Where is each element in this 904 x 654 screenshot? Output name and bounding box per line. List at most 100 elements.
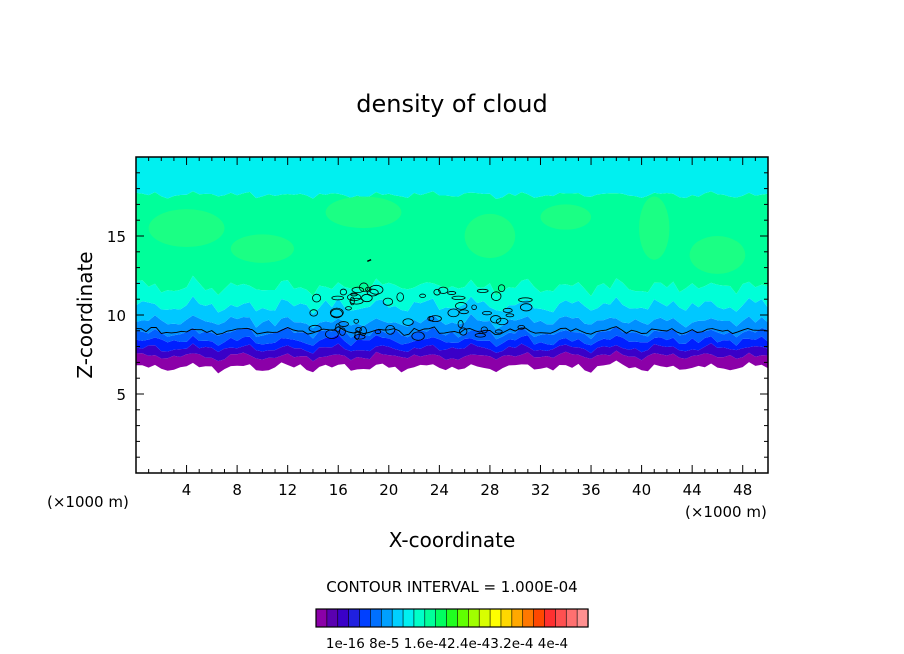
contour-loop bbox=[474, 333, 486, 338]
y-tick-label: 15 bbox=[107, 228, 126, 246]
contour-loop bbox=[359, 282, 369, 293]
contour-loop bbox=[309, 309, 318, 317]
x-tick-label: 48 bbox=[733, 481, 752, 499]
contour-loop bbox=[495, 317, 509, 326]
colorbar-swatch bbox=[370, 608, 382, 628]
contour-loop bbox=[329, 307, 344, 318]
colorbar-swatch bbox=[402, 608, 415, 628]
colorbar-swatch bbox=[576, 608, 589, 628]
contour-loop bbox=[330, 308, 343, 319]
colorbar-swatch bbox=[337, 608, 350, 628]
x-tick-label: 24 bbox=[430, 481, 449, 499]
contour-loop bbox=[502, 307, 513, 313]
x-tick-label: 44 bbox=[683, 481, 702, 499]
contour-loop bbox=[494, 329, 503, 334]
contour-loop bbox=[369, 284, 384, 295]
colorbar-swatch bbox=[391, 608, 404, 628]
contour-interval: CONTOUR INTERVAL = 1.000E-04 bbox=[326, 578, 577, 596]
contour-loop bbox=[505, 313, 515, 318]
density-band bbox=[136, 343, 768, 362]
contour-loop bbox=[459, 327, 468, 336]
contour-loop bbox=[476, 288, 489, 293]
x-unit-right: (×1000 m) bbox=[685, 503, 767, 521]
x-axis-ticks: 4 8 12 16 20 24 28 32 36 40 44 48 bbox=[148, 157, 756, 499]
contour-loop bbox=[312, 293, 322, 303]
colorbar bbox=[315, 608, 589, 628]
contour-loop bbox=[490, 291, 502, 301]
colorbar-swatch bbox=[326, 608, 339, 628]
contour-loop bbox=[419, 293, 426, 298]
colorbar-swatch bbox=[555, 608, 567, 628]
contour-loop bbox=[411, 331, 425, 341]
colorbar-swatch bbox=[522, 608, 535, 628]
contour-loop bbox=[353, 318, 359, 324]
contour-loop bbox=[427, 315, 435, 322]
contour-loop bbox=[366, 288, 379, 297]
y-axis-label: Z-coordinate bbox=[73, 251, 97, 378]
colorbar-labels: 1e-16 8e-5 1.6e-42.4e-43.2e-4 4e-4 bbox=[326, 636, 568, 652]
colorbar-swatch bbox=[565, 608, 578, 628]
contour-loop bbox=[351, 286, 365, 294]
colorbar-swatch bbox=[511, 608, 524, 628]
contour-loop bbox=[518, 297, 533, 303]
x-tick-label: 16 bbox=[329, 481, 348, 499]
x-tick-label: 4 bbox=[182, 481, 192, 499]
contour-loop bbox=[428, 315, 442, 323]
density-patch bbox=[325, 196, 402, 229]
colorbar-swatch bbox=[315, 608, 328, 628]
contour-loop bbox=[338, 327, 346, 336]
x-tick-label: 28 bbox=[480, 481, 499, 499]
contour-loop bbox=[455, 302, 468, 310]
y-axis-ticks: 5 10 15 bbox=[107, 172, 768, 458]
contour-loop bbox=[471, 304, 477, 311]
density-patch bbox=[689, 236, 746, 274]
density-patch bbox=[540, 204, 592, 230]
contour-loop bbox=[402, 318, 414, 326]
x-tick-label: 8 bbox=[232, 481, 242, 499]
density-band bbox=[136, 191, 768, 297]
contour-loop bbox=[490, 315, 502, 324]
contour-loop bbox=[480, 326, 488, 334]
contour-loop bbox=[433, 288, 441, 296]
x-tick-label: 32 bbox=[531, 481, 550, 499]
colorbar-swatch bbox=[359, 608, 371, 628]
colorbar-swatch bbox=[413, 608, 426, 628]
density-patch bbox=[148, 209, 225, 248]
contour-loop bbox=[519, 303, 533, 312]
contour-line bbox=[136, 325, 768, 336]
contour-loop bbox=[338, 321, 349, 327]
colorbar-swatch bbox=[544, 608, 556, 628]
contour-loop bbox=[361, 293, 373, 303]
contour-loop bbox=[339, 288, 347, 296]
contour-loop bbox=[359, 326, 367, 336]
x-tick-label: 36 bbox=[581, 481, 600, 499]
contour-loop bbox=[458, 309, 469, 315]
contour-loop bbox=[517, 324, 526, 330]
colorbar-swatch bbox=[380, 608, 393, 628]
y-tick-label: 10 bbox=[107, 307, 126, 325]
colorbar-swatch bbox=[424, 608, 437, 628]
contour-loop bbox=[438, 286, 449, 294]
contour-loop bbox=[447, 291, 457, 295]
contour-loop bbox=[331, 295, 344, 301]
contour-loop bbox=[497, 284, 506, 293]
density-patch bbox=[464, 213, 516, 259]
x-tick-label: 40 bbox=[632, 481, 651, 499]
contour-loop bbox=[382, 297, 394, 306]
y-tick-label: 5 bbox=[116, 386, 126, 404]
x-tick-label: 20 bbox=[379, 481, 398, 499]
colorbar-swatch bbox=[446, 608, 459, 628]
contour-fragment bbox=[367, 259, 372, 262]
colorbar-swatch bbox=[489, 608, 502, 628]
density-band bbox=[136, 157, 768, 199]
density-band bbox=[136, 314, 768, 340]
density-band bbox=[136, 296, 768, 330]
chart-title: density of cloud bbox=[356, 90, 547, 118]
colorbar-swatch bbox=[348, 608, 361, 628]
cloud-density-field bbox=[136, 157, 768, 374]
contour-loop bbox=[451, 295, 466, 301]
contour-loop bbox=[447, 308, 460, 318]
colorbar-frame bbox=[315, 608, 589, 628]
colorbar-swatch bbox=[478, 608, 491, 628]
